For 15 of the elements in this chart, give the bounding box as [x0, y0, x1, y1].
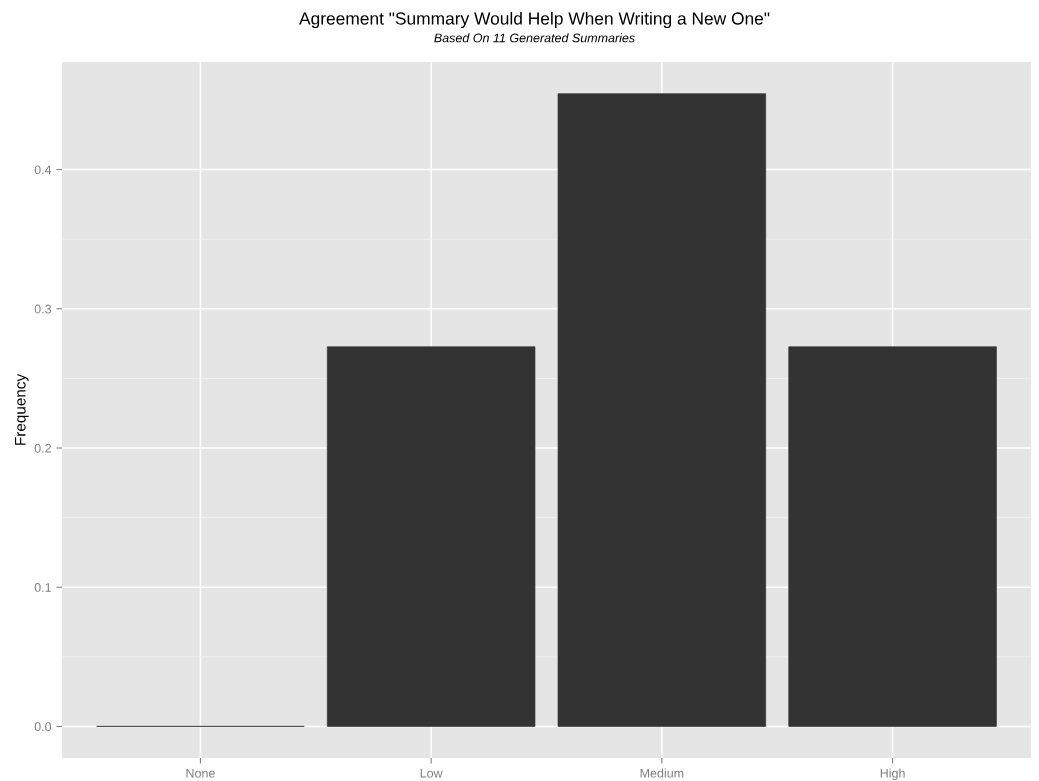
- x-tick-label: None: [186, 768, 215, 778]
- bar: [557, 93, 767, 727]
- y-tick-label: 0.1: [34, 583, 51, 592]
- y-axis-title: Frequency: [14, 373, 29, 445]
- y-tick-label: 0.2: [34, 443, 51, 453]
- x-tick-label: Low: [420, 768, 443, 778]
- y-tick-label: 0.3: [34, 304, 52, 314]
- y-tick-label: 0.0: [34, 722, 52, 732]
- bar: [788, 346, 997, 727]
- bar: [326, 346, 536, 727]
- x-tick-label: High: [880, 768, 905, 781]
- chart-subtitle: Based On 11 Generated Summaries: [434, 33, 635, 43]
- y-tick-label: 0.4: [34, 165, 52, 175]
- chart-title: Agreement "Summary Would Help When Writing a New One": [299, 11, 770, 29]
- x-tick-label: Medium: [640, 768, 684, 778]
